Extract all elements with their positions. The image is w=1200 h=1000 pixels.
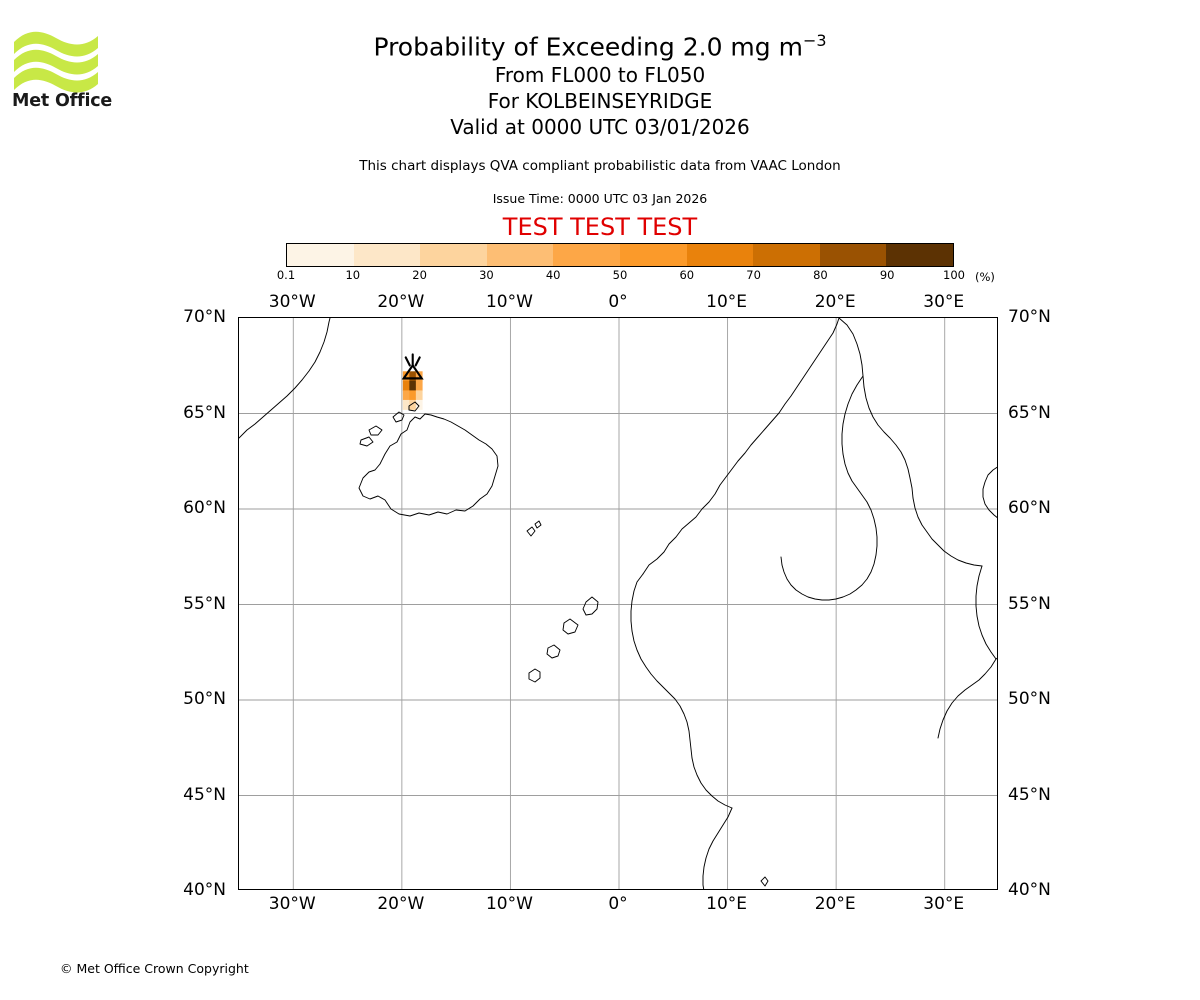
ash-cell bbox=[409, 399, 417, 410]
colorbar-band-2 bbox=[420, 244, 487, 266]
colorbar-band-3 bbox=[486, 244, 554, 266]
page-title-text: Probability of Exceeding 2.0 mg m bbox=[373, 32, 803, 62]
volcano-eruption-ray-2 bbox=[414, 356, 421, 367]
longitude-axis-top: 30°W 20°W 10°W 0° 10°E 20°E 30°E bbox=[0, 292, 1200, 312]
lat-tick-50°N-left: 50°N bbox=[183, 689, 226, 709]
colorbar-band-4 bbox=[553, 244, 620, 266]
colorbar-tick-20: 20 bbox=[412, 268, 427, 282]
longitude-axis-bottom: 30°W 20°W 10°W 0° 10°E 20°E 30°E bbox=[0, 894, 1200, 916]
issue-time-label: Issue Time: 0000 UTC 03 Jan 2026 bbox=[492, 191, 708, 206]
lat-tick-65°N-right: 65°N bbox=[1008, 402, 1051, 423]
lon-tick-0°-top: 0° bbox=[608, 292, 628, 312]
test-banner: TEST TEST TEST bbox=[502, 213, 698, 241]
lon-tick-20°E-bottom: 20°E bbox=[814, 894, 856, 914]
colorbar-tick-0.1: 0.1 bbox=[276, 268, 296, 282]
page-title-exponent: −3 bbox=[802, 31, 827, 50]
ash-cell bbox=[409, 371, 417, 382]
latitude-axis-right: 70°N 65°N 60°N 55°N 50°N 45°N 40°N bbox=[1002, 307, 1192, 900]
colorbar-tick-60: 60 bbox=[679, 268, 695, 282]
colorbar-band-9 bbox=[886, 244, 953, 266]
colorbar-unit-label: (%) bbox=[975, 270, 995, 284]
colorbar bbox=[286, 243, 954, 267]
lat-tick-45°N-right: 45°N bbox=[1008, 784, 1051, 805]
ash-cell bbox=[415, 399, 423, 410]
ash-cell bbox=[402, 399, 410, 410]
map-canvas bbox=[239, 318, 997, 889]
lon-tick-20°E-top: 20°E bbox=[814, 292, 856, 312]
colorbar-tick-labels: 0.1 10 20 30 40 50 60 70 80 90 100 bbox=[0, 268, 1200, 284]
lon-tick-10°E-top: 10°E bbox=[706, 292, 747, 312]
volcano-name-label: For KOLBEINSEYRIDGE bbox=[487, 89, 713, 113]
colorbar-tick-10: 10 bbox=[345, 268, 361, 282]
met-office-waves-icon bbox=[14, 31, 98, 93]
colorbar-tick-80: 80 bbox=[813, 268, 828, 282]
volcano-eruption-ray-0 bbox=[404, 356, 411, 367]
lat-tick-70°N-right: 70°N bbox=[1008, 307, 1051, 327]
volcano-marker bbox=[401, 353, 424, 380]
colorbar-band-5 bbox=[619, 244, 687, 266]
ash-cell bbox=[409, 390, 417, 401]
colorbar-band-0 bbox=[287, 244, 354, 266]
lat-tick-50°N-right: 50°N bbox=[1008, 689, 1051, 709]
met-office-logo bbox=[12, 24, 122, 114]
lat-tick-60°N-right: 60°N bbox=[1008, 498, 1051, 518]
ash-cell bbox=[415, 390, 423, 401]
lat-tick-65°N-left: 65°N bbox=[183, 402, 226, 423]
lon-tick-30°W-top: 30°W bbox=[268, 292, 316, 312]
lon-tick-20°W-bottom: 20°W bbox=[377, 894, 425, 914]
lon-tick-30°E-bottom: 30°E bbox=[923, 894, 965, 914]
met-office-logo-text: Met Office bbox=[12, 91, 113, 111]
lon-tick-10°W-top: 10°W bbox=[485, 292, 533, 312]
ash-cell bbox=[402, 380, 410, 391]
lon-tick-10°E-bottom: 10°E bbox=[706, 894, 747, 914]
map-plot-area[interactable] bbox=[238, 317, 998, 890]
colorbar-tick-50: 50 bbox=[612, 268, 628, 282]
lon-tick-30°W-bottom: 30°W bbox=[268, 894, 316, 914]
lon-tick-0°-bottom: 0° bbox=[608, 894, 628, 914]
colorbar-tick-100: 100 bbox=[943, 268, 965, 282]
lon-tick-20°W-top: 20°W bbox=[377, 292, 425, 312]
colorbar-band-1 bbox=[353, 244, 421, 266]
map-gridlines bbox=[239, 318, 997, 889]
lat-tick-40°N-right: 40°N bbox=[1008, 880, 1051, 900]
colorbar-tick-30: 30 bbox=[479, 268, 494, 282]
latitude-axis-left: 70°N 65°N 60°N 55°N 50°N 45°N 40°N bbox=[0, 307, 234, 900]
colorbar-gradient bbox=[286, 243, 954, 267]
colorbar-tick-90: 90 bbox=[879, 268, 895, 282]
flight-level-label: From FL000 to FL050 bbox=[494, 63, 706, 87]
lat-tick-40°N-left: 40°N bbox=[183, 880, 226, 900]
ash-cell bbox=[415, 380, 423, 391]
colorbar-tick-70: 70 bbox=[746, 268, 761, 282]
valid-time-label: Valid at 0000 UTC 03/01/2026 bbox=[450, 115, 750, 139]
lon-tick-10°W-bottom: 10°W bbox=[485, 894, 533, 914]
lat-tick-70°N-left: 70°N bbox=[183, 307, 226, 327]
colorbar-band-7 bbox=[753, 244, 820, 266]
ash-cell bbox=[409, 380, 417, 391]
page-title: Probability of Exceeding 2.0 mg m−3 bbox=[0, 26, 1200, 62]
colorbar-band-8 bbox=[819, 244, 887, 266]
lat-tick-60°N-left: 60°N bbox=[183, 498, 226, 518]
colorbar-tick-40: 40 bbox=[545, 268, 561, 282]
ash-cell bbox=[402, 390, 410, 401]
lat-tick-55°N-right: 55°N bbox=[1008, 593, 1051, 614]
compliance-note: This chart displays QVA compliant probab… bbox=[359, 158, 841, 174]
lat-tick-45°N-left: 45°N bbox=[183, 784, 226, 805]
lat-tick-55°N-left: 55°N bbox=[183, 593, 226, 614]
coastline-layer bbox=[239, 318, 997, 889]
lon-tick-30°E-top: 30°E bbox=[923, 292, 965, 312]
colorbar-band-6 bbox=[686, 244, 754, 266]
copyright-notice: © Met Office Crown Copyright bbox=[60, 961, 249, 976]
